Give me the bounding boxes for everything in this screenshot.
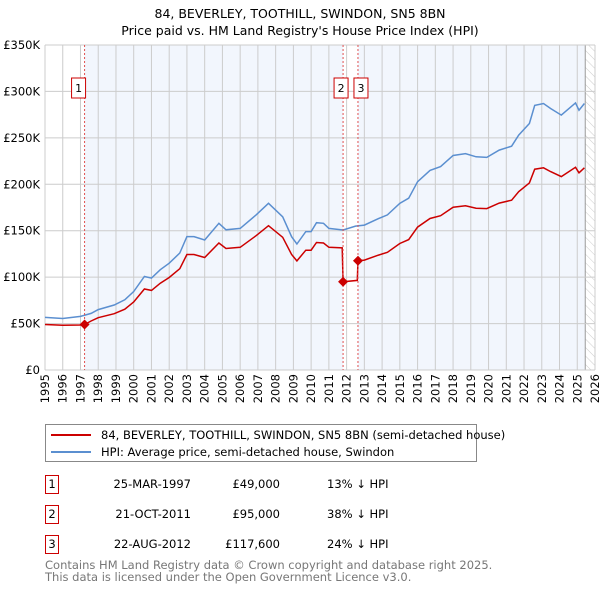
sale-label-box <box>333 77 349 99</box>
x-tick-label: 2009 <box>286 374 300 403</box>
sale-label: 1 <box>75 82 82 95</box>
legend-swatch-blue <box>51 451 91 453</box>
y-tick-label: £150K <box>3 224 40 238</box>
sale-hpi-diff: 38% ↓ HPI <box>327 507 389 521</box>
legend-label: 84, BEVERLEY, TOOTHILL, SWINDON, SN5 8BN… <box>101 428 506 442</box>
x-tick-label: 2011 <box>322 374 336 403</box>
sale-marker-box: 1 <box>45 475 59 494</box>
legend-item-hpi: HPI: Average price, semi-detached house,… <box>46 444 394 460</box>
x-tick-label: 2001 <box>144 374 158 403</box>
y-tick-label: £350K <box>3 38 40 52</box>
legend-label: HPI: Average price, semi-detached house,… <box>101 445 395 459</box>
x-tick-label: 2026 <box>588 374 600 403</box>
x-tick-label: 2003 <box>180 374 194 403</box>
x-tick-label: 1997 <box>73 374 87 403</box>
x-tick-label: 1999 <box>109 374 123 403</box>
x-tick-label: 2023 <box>535 374 549 403</box>
sale-marker-box: 2 <box>45 505 59 524</box>
ownership-shade <box>84 45 344 370</box>
table-row: 3 22-AUG-2012 £117,600 24% ↓ HPI <box>45 535 465 555</box>
y-tick-label: £100K <box>3 270 40 284</box>
sale-hpi-diff: 13% ↓ HPI <box>327 477 389 491</box>
table-row: 2 21-OCT-2011 £95,000 38% ↓ HPI <box>45 505 465 525</box>
legend: 84, BEVERLEY, TOOTHILL, SWINDON, SN5 8BN… <box>45 424 505 462</box>
y-tick-label: £200K <box>3 177 40 191</box>
table-row: 1 25-MAR-1997 £49,000 13% ↓ HPI <box>45 475 465 495</box>
sale-price: £49,000 <box>232 477 280 491</box>
x-tick-label: 2010 <box>304 374 318 403</box>
property-price-line <box>44 166 585 327</box>
x-tick-label: 2022 <box>517 374 531 403</box>
footer-copyright: Contains HM Land Registry data © Crown c… <box>45 558 493 572</box>
chart-subtitle: Price paid vs. HM Land Registry's House … <box>121 23 478 38</box>
legend-swatch-red <box>51 434 91 436</box>
x-tick-label: 2016 <box>411 374 425 403</box>
x-tick-label: 1998 <box>91 374 105 403</box>
footer-licence: This data is licensed under the Open Gov… <box>45 570 412 584</box>
y-tick-label: £0 <box>25 363 40 377</box>
chart-title: 84, BEVERLEY, TOOTHILL, SWINDON, SN5 8BN <box>155 6 446 21</box>
hpi-line <box>44 101 585 320</box>
x-tick-label: 1995 <box>38 374 52 403</box>
sale-label: 2 <box>338 82 345 95</box>
x-tick-label: 2024 <box>553 374 567 403</box>
sale-point <box>79 319 90 330</box>
x-tick-label: 2013 <box>357 374 371 403</box>
x-tick-label: 2018 <box>446 374 460 403</box>
x-tick-label: 2000 <box>127 374 141 403</box>
sale-point <box>352 255 363 266</box>
x-tick-label: 2017 <box>428 374 442 403</box>
sale-price: £117,600 <box>225 537 280 551</box>
footer: Contains HM Land Registry data © Crown c… <box>45 559 492 583</box>
y-tick-label: £50K <box>11 317 41 331</box>
x-tick-label: 2021 <box>499 374 513 403</box>
x-tick-label: 2008 <box>269 374 283 403</box>
y-tick-label: £300K <box>3 84 40 98</box>
x-tick-label: 2007 <box>251 374 265 403</box>
x-tick-label: 2019 <box>464 374 478 403</box>
x-tick-label: 1996 <box>56 374 70 403</box>
x-tick-label: 2014 <box>375 374 389 403</box>
sale-marker-box: 3 <box>45 535 59 554</box>
price-chart: 84, BEVERLEY, TOOTHILL, SWINDON, SN5 8BN… <box>3 6 600 403</box>
forecast-hatch <box>585 45 595 370</box>
x-tick-label: 2015 <box>393 374 407 403</box>
x-tick-label: 2025 <box>570 374 584 403</box>
sale-point <box>338 276 349 287</box>
legend-item-property: 84, BEVERLEY, TOOTHILL, SWINDON, SN5 8BN… <box>46 427 505 443</box>
sale-label: 3 <box>357 82 364 95</box>
x-tick-label: 2005 <box>215 374 229 403</box>
x-tick-label: 2012 <box>340 374 354 403</box>
sale-hpi-diff: 24% ↓ HPI <box>327 537 389 551</box>
x-tick-label: 2006 <box>233 374 247 403</box>
sale-date: 21-OCT-2011 <box>115 507 191 521</box>
y-tick-label: £250K <box>3 131 40 145</box>
x-tick-label: 2020 <box>482 374 496 403</box>
x-tick-label: 2004 <box>198 374 212 403</box>
sale-date: 22-AUG-2012 <box>113 537 191 551</box>
sale-label-box <box>353 77 369 99</box>
sale-date: 25-MAR-1997 <box>113 477 191 491</box>
sale-price: £95,000 <box>232 507 280 521</box>
x-tick-label: 2002 <box>162 374 176 403</box>
sale-label-box <box>71 77 87 99</box>
